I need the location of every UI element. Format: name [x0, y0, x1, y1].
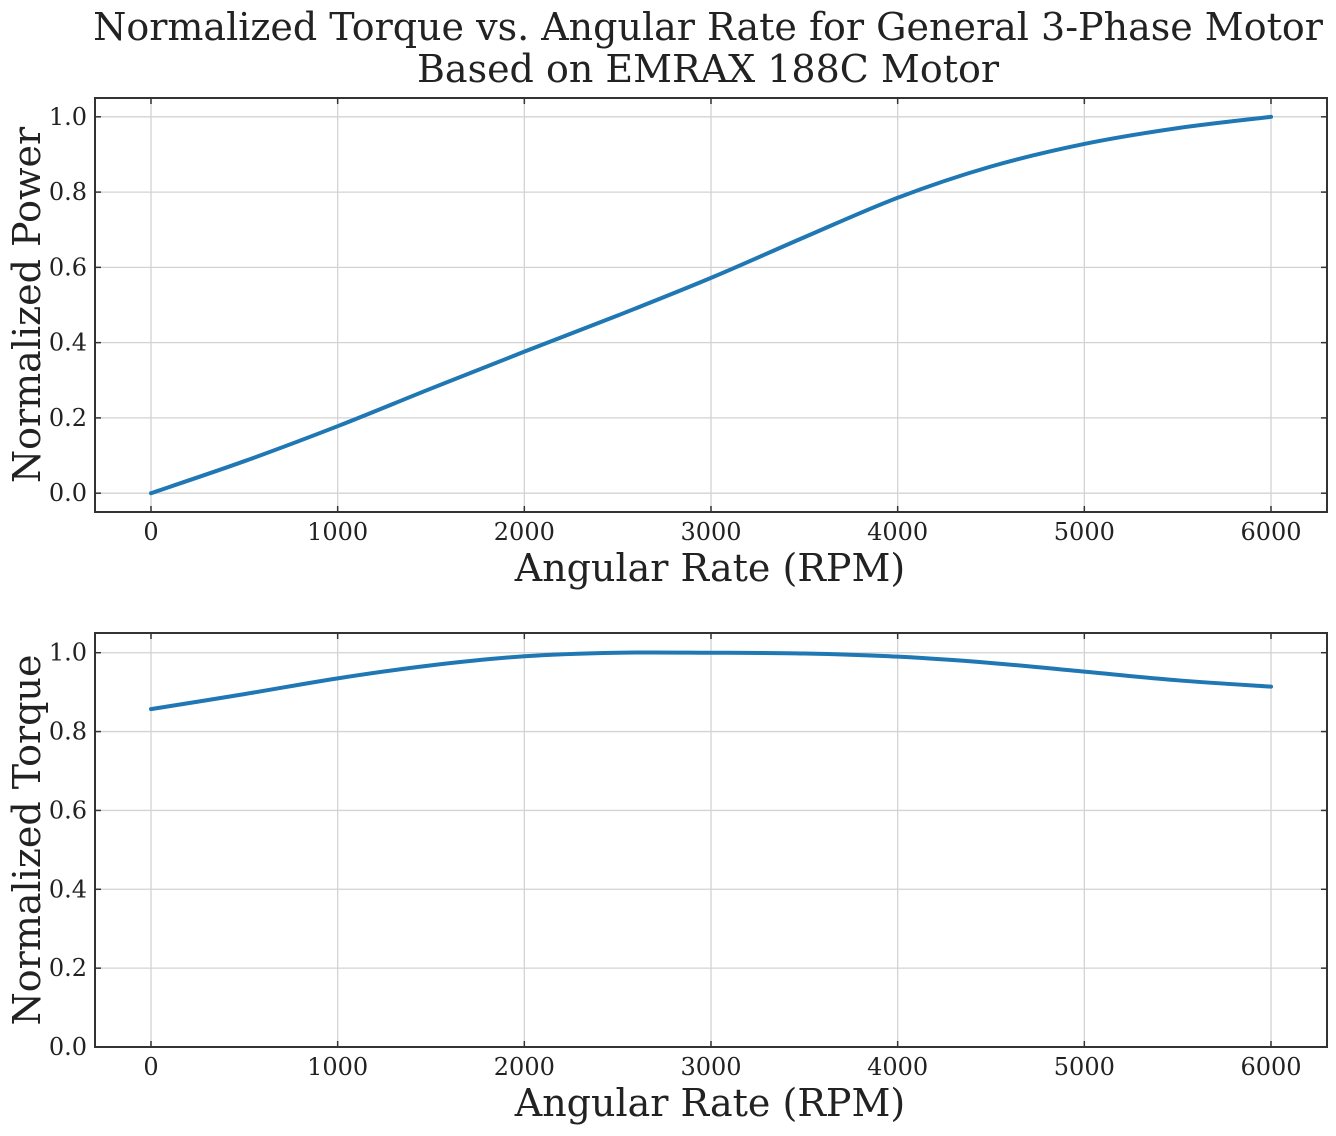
torque-x-tick-label: 1000	[307, 1053, 368, 1081]
torque-x-axis-label: Angular Rate (RPM)	[514, 1081, 905, 1125]
chart-title-line-1: Normalized Torque vs. Angular Rate for G…	[93, 5, 1324, 49]
torque-x-tick-label: 6000	[1240, 1053, 1301, 1081]
power-y-tick-label: 1.0	[49, 103, 87, 131]
power-x-tick-label: 4000	[867, 518, 928, 546]
torque-y-tick-label: 1.0	[49, 639, 87, 667]
power-y-tick-label: 0.8	[49, 178, 87, 206]
power-series-line	[149, 114, 1273, 496]
torque-x-tick-label: 2000	[494, 1053, 555, 1081]
torque-y-axis-label: Normalized Torque	[5, 655, 49, 1026]
power-y-axis-label: Normalized Power	[5, 126, 49, 483]
power-x-tick-label: 2000	[494, 518, 555, 546]
torque-y-tick-label: 0.0	[49, 1033, 87, 1061]
torque-y-tick-label: 0.4	[49, 875, 87, 903]
power-subplot: 0 1000 2000 3000 4000 5000 6000 0.0 0.2 0.4 0.6 0.8…	[49, 97, 1328, 546]
power-y-tick-label: 0.4	[49, 329, 87, 357]
torque-y-tick-label: 0.2	[49, 954, 87, 982]
torque-y-tick-label: 0.6	[49, 796, 87, 824]
power-x-tick-label: 0	[143, 518, 158, 546]
power-y-tick-label: 0.6	[49, 253, 87, 281]
power-y-tick-label: 0.2	[49, 404, 87, 432]
torque-x-tick-label: 5000	[1054, 1053, 1115, 1081]
torque-x-tick-label: 0	[143, 1053, 158, 1081]
torque-series-line	[149, 650, 1273, 712]
torque-y-tick-label: 0.8	[49, 718, 87, 746]
power-x-tick-label: 6000	[1240, 518, 1301, 546]
power-axes-frame	[94, 97, 1328, 513]
power-x-tick-label: 1000	[307, 518, 368, 546]
power-x-tick-label: 5000	[1054, 518, 1115, 546]
power-y-tick-label: 0.0	[49, 479, 87, 507]
torque-x-tick-label: 3000	[680, 1053, 741, 1081]
power-x-axis-label: Angular Rate (RPM)	[514, 546, 905, 590]
power-x-tick-label: 3000	[680, 518, 741, 546]
torque-x-tick-label: 4000	[867, 1053, 928, 1081]
torque-subplot: 0 1000 2000 3000 4000 5000 6000 0.0 0.2 0.4 0.6 0.8…	[49, 632, 1328, 1081]
torque-axes-frame	[94, 632, 1328, 1048]
chart-title-line-2: Based on EMRAX 188C Motor	[417, 47, 1000, 91]
